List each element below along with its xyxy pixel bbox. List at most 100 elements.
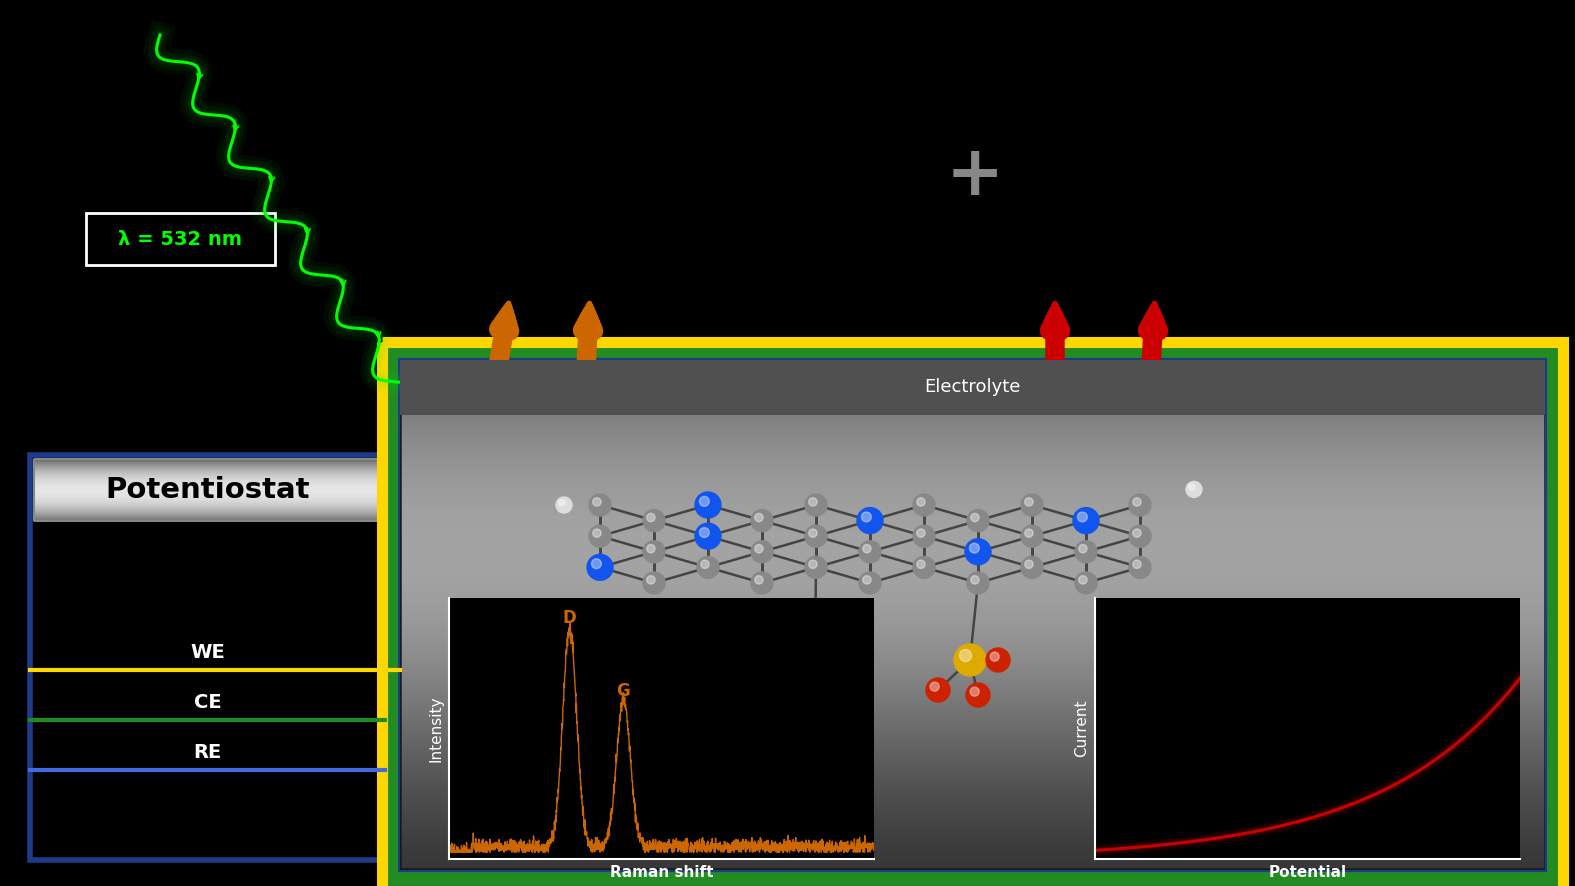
Circle shape [1077,512,1087,522]
Bar [35,464,380,465]
Circle shape [917,498,925,506]
Bar [35,472,380,473]
Text: λ = 532 nm: λ = 532 nm [118,229,243,248]
Circle shape [863,576,871,584]
Circle shape [754,576,764,584]
Circle shape [1132,560,1142,569]
Bar [400,360,1545,870]
Circle shape [917,560,925,569]
Bar [35,509,380,510]
Bar [35,501,380,502]
Bar [35,508,380,509]
Circle shape [970,513,980,522]
Bar [35,487,380,488]
Circle shape [592,498,602,506]
Circle shape [592,529,602,537]
FancyBboxPatch shape [87,213,276,265]
Bar [35,514,380,515]
Text: WE: WE [191,642,225,662]
Circle shape [751,572,773,594]
Circle shape [967,572,989,594]
Bar [35,473,380,474]
Bar [35,505,380,506]
Circle shape [1025,529,1033,537]
Circle shape [1021,556,1043,579]
Bar [383,342,1562,886]
Circle shape [592,559,602,569]
Circle shape [917,529,925,537]
Circle shape [858,572,880,594]
Circle shape [913,494,936,516]
Circle shape [1132,498,1142,506]
Bar [35,500,380,501]
Circle shape [1021,525,1043,548]
Bar [35,485,380,486]
Text: D: D [562,610,576,627]
Bar [35,486,380,487]
Circle shape [647,513,655,522]
Circle shape [1025,498,1033,506]
Bar [35,468,380,469]
Circle shape [808,529,817,537]
Bar [35,471,380,472]
Circle shape [836,652,846,661]
Bar [35,488,380,489]
Circle shape [813,683,836,707]
Circle shape [970,576,980,584]
Circle shape [1073,508,1099,533]
Bar [35,481,380,482]
Bar [35,476,380,477]
Circle shape [805,525,827,548]
Circle shape [863,545,871,553]
Bar [400,360,1545,870]
Bar [35,498,380,499]
Circle shape [751,540,773,563]
Circle shape [754,545,764,553]
Y-axis label: Current: Current [1074,700,1088,758]
Circle shape [862,512,871,522]
Bar [35,502,380,503]
Circle shape [589,494,611,516]
Bar [35,460,380,461]
Bar [35,517,380,518]
Circle shape [647,545,655,553]
Bar [35,461,380,462]
Bar [35,469,380,470]
X-axis label: Raman shift: Raman shift [610,865,713,880]
Circle shape [1186,481,1202,497]
Circle shape [991,652,999,661]
Circle shape [1076,572,1098,594]
Circle shape [698,556,720,579]
Circle shape [805,494,827,516]
Circle shape [559,500,565,506]
Bar [35,477,380,478]
Text: G: G [616,682,630,700]
Bar [35,499,380,500]
Circle shape [1021,494,1043,516]
Bar [391,351,1555,879]
Bar [35,511,380,512]
Bar [35,470,380,471]
Text: +: + [947,142,1005,208]
Bar [35,515,380,516]
Circle shape [805,556,827,579]
Bar [35,466,380,467]
Circle shape [589,525,611,548]
Circle shape [965,539,991,564]
Bar [35,491,380,492]
Circle shape [647,576,655,584]
Bar [35,496,380,497]
Circle shape [1189,484,1195,490]
Circle shape [1129,525,1151,548]
Bar [35,495,380,496]
Circle shape [1025,560,1033,569]
Bar [35,512,380,513]
Circle shape [643,509,665,532]
Circle shape [1079,545,1087,553]
Circle shape [967,509,989,532]
Circle shape [954,644,986,676]
Circle shape [699,527,709,538]
Bar [35,507,380,508]
Y-axis label: Intensity: Intensity [428,696,443,762]
Circle shape [926,678,950,702]
